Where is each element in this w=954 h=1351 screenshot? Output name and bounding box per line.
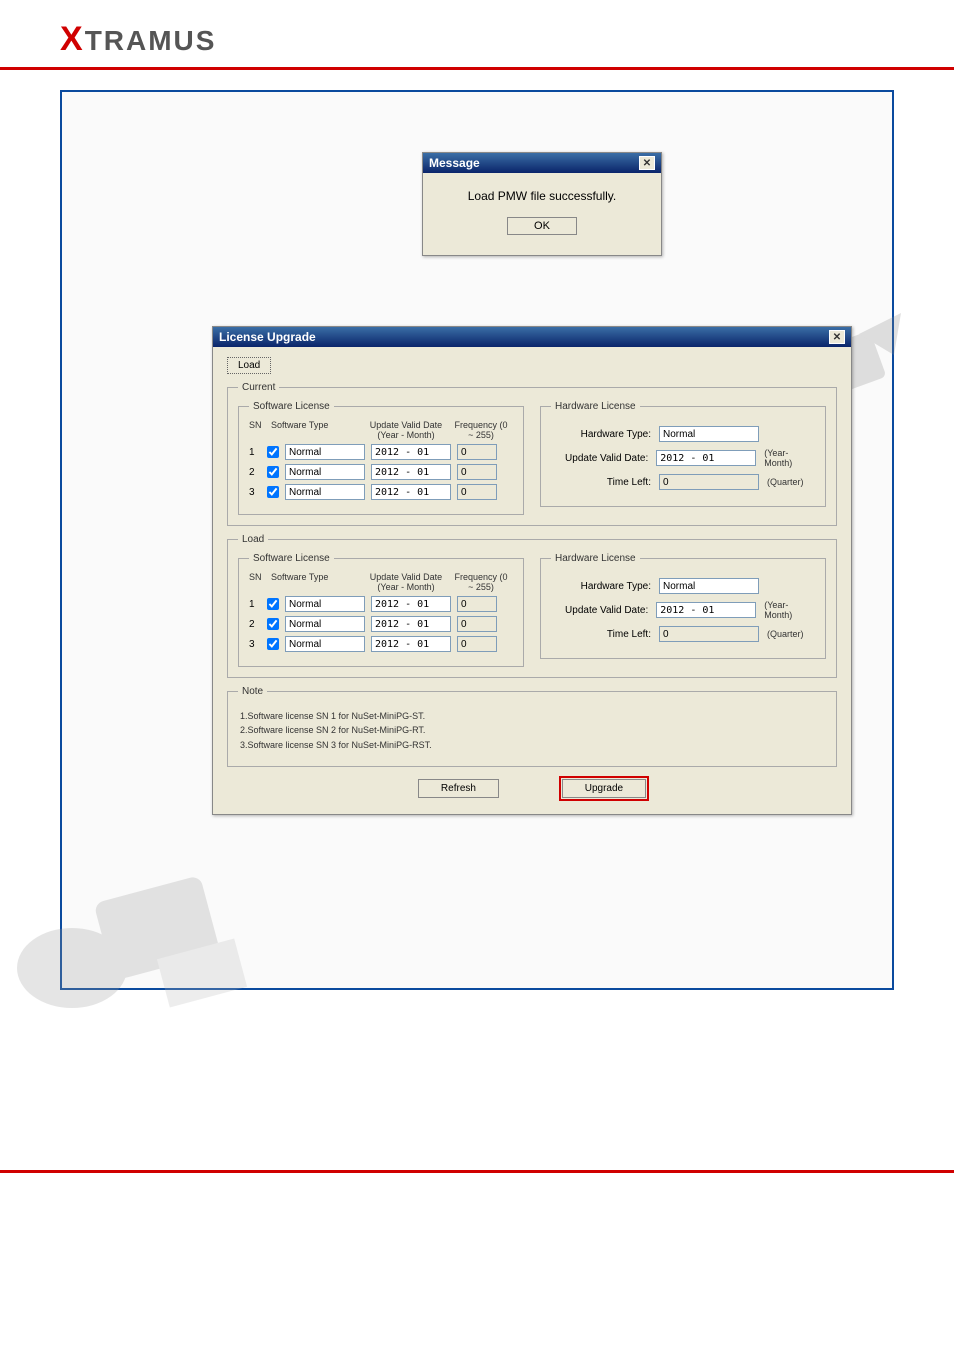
sw-row: 2 (249, 616, 513, 632)
current-sw-fieldset: Software License SN Software Type Update… (238, 401, 524, 515)
row-checkbox[interactable] (267, 446, 279, 458)
current-sw-legend: Software License (249, 401, 334, 412)
sw-type-input[interactable] (285, 616, 365, 632)
sw-freq-input (457, 484, 497, 500)
logo-rest: TRAMUS (85, 25, 217, 57)
sw-row: 1 (249, 596, 513, 612)
refresh-button[interactable]: Refresh (418, 779, 499, 798)
note-legend: Note (238, 686, 267, 697)
ok-button[interactable]: OK (507, 217, 577, 235)
row-checkbox[interactable] (267, 598, 279, 610)
hw-date-input[interactable] (656, 450, 756, 466)
sw-header: SN Software Type Update Valid Date (Year… (249, 572, 513, 592)
hw-time-input (659, 626, 759, 642)
row-checkbox[interactable] (267, 618, 279, 630)
sw-header: SN Software Type Update Valid Date (Year… (249, 420, 513, 440)
sw-date-input[interactable] (371, 616, 451, 632)
message-body: Load PMW file successfully. OK (423, 173, 661, 255)
row-checkbox[interactable] (267, 638, 279, 650)
message-dialog: Message ✕ Load PMW file successfully. OK (422, 152, 662, 256)
load-sw-legend: Software License (249, 553, 334, 564)
row-sn: 1 (249, 447, 261, 458)
message-text: Load PMW file successfully. (439, 189, 645, 203)
license-body: Load Current Software License SN Softwar… (213, 347, 851, 814)
close-icon[interactable]: ✕ (639, 156, 655, 170)
load-legend: Load (238, 534, 268, 545)
hw-date-input[interactable] (656, 602, 756, 618)
content-area: Message ✕ Load PMW file successfully. OK… (0, 70, 954, 1010)
sw-date-input[interactable] (371, 636, 451, 652)
sw-date-input[interactable] (371, 464, 451, 480)
note-line: 1.Software license SN 1 for NuSet-MiniPG… (240, 709, 824, 723)
brand-logo: X TRAMUS (60, 20, 894, 59)
load-sw-fieldset: Software License SN Software Type Update… (238, 553, 524, 667)
note-list: 1.Software license SN 1 for NuSet-MiniPG… (238, 705, 826, 756)
sw-row: 2 (249, 464, 513, 480)
sw-type-input[interactable] (285, 636, 365, 652)
sw-type-input[interactable] (285, 464, 365, 480)
license-title: License Upgrade (219, 330, 316, 344)
sw-row: 1 (249, 444, 513, 460)
row-sn: 1 (249, 599, 261, 610)
sw-freq-input (457, 444, 497, 460)
license-upgrade-window: License Upgrade ✕ Load Current Software … (212, 326, 852, 815)
sw-freq-input (457, 464, 497, 480)
sw-type-input[interactable] (285, 484, 365, 500)
sw-freq-input (457, 636, 497, 652)
load-fieldset: Load Software License SN Software Type U… (227, 534, 837, 678)
note-fieldset: Note 1.Software license SN 1 for NuSet-M… (227, 686, 837, 767)
license-titlebar: License Upgrade ✕ (213, 327, 851, 347)
row-sn: 2 (249, 619, 261, 630)
load-hw-legend: Hardware License (551, 553, 640, 564)
logo-x: X (60, 20, 85, 59)
sw-type-input[interactable] (285, 596, 365, 612)
hw-type-input[interactable] (659, 426, 759, 442)
sw-date-input[interactable] (371, 444, 451, 460)
sw-freq-input (457, 616, 497, 632)
close-icon[interactable]: ✕ (829, 330, 845, 344)
row-sn: 2 (249, 467, 261, 478)
row-sn: 3 (249, 487, 261, 498)
sw-type-input[interactable] (285, 444, 365, 460)
hw-time-input (659, 474, 759, 490)
button-row: Refresh Upgrade (227, 779, 837, 798)
sw-date-input[interactable] (371, 484, 451, 500)
row-checkbox[interactable] (267, 486, 279, 498)
outer-panel: Message ✕ Load PMW file successfully. OK… (60, 90, 894, 990)
sw-date-input[interactable] (371, 596, 451, 612)
current-hw-fieldset: Hardware License Hardware Type: Update V… (540, 401, 826, 507)
upgrade-button[interactable]: Upgrade (562, 779, 646, 798)
load-hw-fieldset: Hardware License Hardware Type: Update V… (540, 553, 826, 659)
current-fieldset: Current Software License SN Software Typ… (227, 382, 837, 526)
watermark-bottom-left (12, 848, 272, 1028)
message-title: Message (429, 156, 480, 170)
hw-type-input[interactable] (659, 578, 759, 594)
note-line: 3.Software license SN 3 for NuSet-MiniPG… (240, 738, 824, 752)
row-checkbox[interactable] (267, 466, 279, 478)
load-button[interactable]: Load (227, 357, 271, 374)
sw-row: 3 (249, 636, 513, 652)
message-titlebar: Message ✕ (423, 153, 661, 173)
sw-row: 3 (249, 484, 513, 500)
row-sn: 3 (249, 639, 261, 650)
current-legend: Current (238, 382, 279, 393)
page-footer (0, 1170, 954, 1210)
page-header: X TRAMUS (0, 0, 954, 70)
sw-freq-input (457, 596, 497, 612)
current-hw-legend: Hardware License (551, 401, 640, 412)
note-line: 2.Software license SN 2 for NuSet-MiniPG… (240, 723, 824, 737)
